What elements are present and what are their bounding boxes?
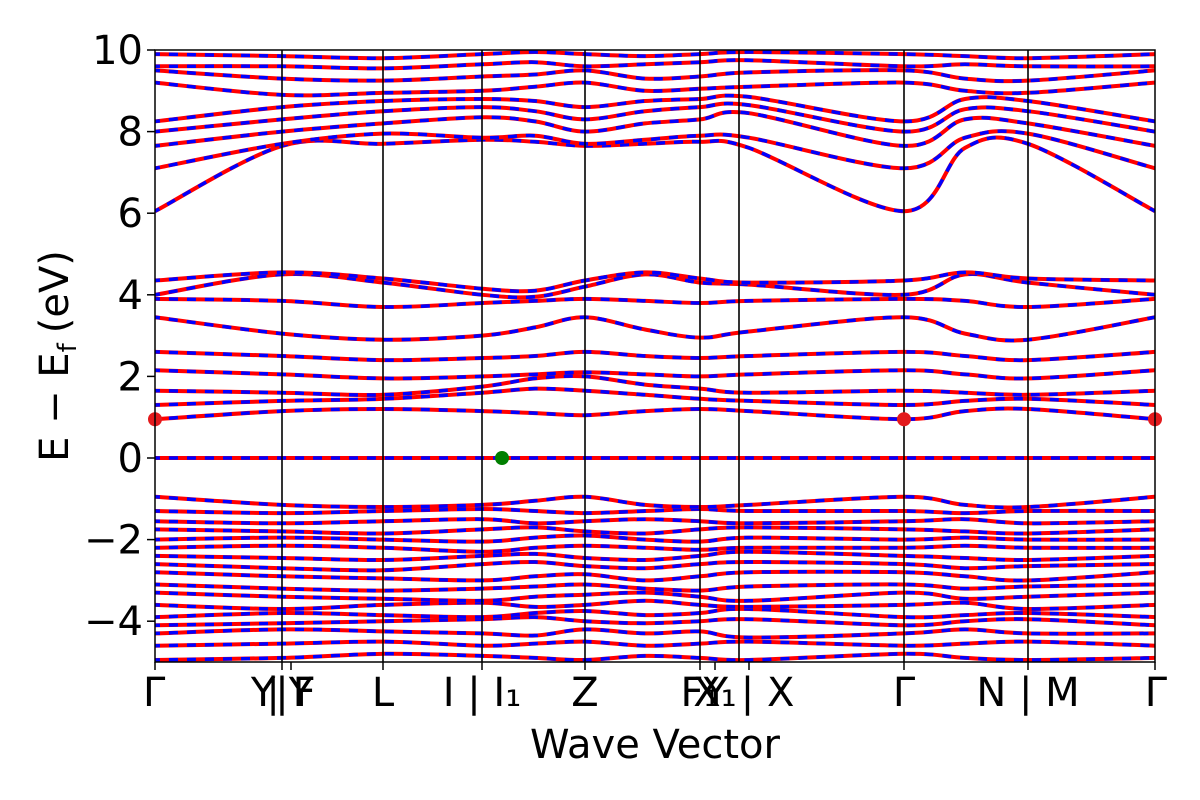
band-2-dashed	[155, 627, 1155, 640]
y-tick-label-1: −2	[84, 518, 143, 564]
band-31-line	[155, 93, 1155, 124]
band-20-dashed	[155, 374, 1155, 397]
bands-layer	[155, 50, 1155, 662]
band-33-dashed	[155, 68, 1155, 83]
x-tick-label-7: X₁	[693, 670, 736, 716]
band-23-line	[155, 315, 1155, 343]
band-15-dashed	[155, 507, 1155, 515]
band-29-dashed	[155, 110, 1155, 148]
y-axis-label-unit: (eV)	[32, 250, 78, 333]
x-tick-label-8: Y | X	[703, 670, 795, 716]
band-30-line	[155, 101, 1155, 134]
x-tick-label-6: F₁	[680, 670, 719, 716]
band-8-dashed	[155, 570, 1155, 583]
x-tick-label-2: | F	[266, 670, 315, 716]
x-tick-label-9: Γ	[893, 670, 916, 716]
band-18-dashed	[155, 406, 1155, 421]
y-tick-label-6: 8	[118, 110, 143, 156]
x-axis-label: Wave Vector	[530, 722, 781, 768]
band-34-dashed	[155, 58, 1155, 71]
plot-frame	[154, 49, 1156, 663]
band-4-dashed	[155, 607, 1155, 620]
band-9-dashed	[155, 560, 1155, 573]
band-28-dashed	[155, 129, 1155, 171]
band-7-dashed	[155, 582, 1155, 593]
y-axis-label-main: E − E	[32, 352, 78, 462]
high-symmetry-lines	[281, 50, 1029, 662]
band-26-line	[155, 270, 1155, 294]
y-tick-label-2: 0	[118, 436, 143, 482]
band-22-dashed	[155, 350, 1155, 362]
y-tick-label-0: −4	[84, 599, 143, 645]
marker-vbm-3	[495, 451, 509, 465]
x-tick-label-1: Y|Y	[250, 670, 314, 716]
band-12-dashed	[155, 533, 1155, 544]
band-24-dashed	[155, 297, 1155, 309]
band-3-dashed	[155, 615, 1155, 628]
marker-cbm-1	[897, 412, 911, 427]
band-32-dashed	[155, 80, 1155, 98]
x-tick-label-4: I | I₁	[443, 670, 522, 716]
band-14-dashed	[155, 517, 1155, 526]
band-21-dashed	[155, 368, 1155, 381]
band-19-dashed	[155, 386, 1155, 407]
y-tick-label-3: 2	[118, 354, 143, 400]
y-axis: −4 −2 0 2 4 6 8 10	[84, 28, 155, 645]
x-tick-label-10: N | M	[976, 670, 1079, 716]
band-16-dashed	[155, 494, 1155, 510]
y-axis-label-subscript: f	[53, 342, 83, 352]
band-11-dashed	[155, 543, 1155, 554]
x-tick-label-0: Γ	[143, 670, 166, 716]
x-tick-label-11: Γ	[1145, 670, 1168, 716]
band-5-dashed	[155, 599, 1155, 611]
y-tick-label-7: 10	[92, 28, 143, 74]
x-tick-label-5: Z	[571, 670, 598, 716]
band-10-dashed	[155, 550, 1155, 562]
x-tick-label-3: L	[372, 670, 395, 716]
y-tick-label-5: 6	[118, 191, 143, 237]
band-35-dashed	[155, 50, 1155, 60]
y-tick-label-4: 4	[118, 273, 143, 319]
band-1-dashed	[155, 639, 1155, 648]
band-0-dashed	[155, 652, 1155, 662]
band-13-dashed	[155, 525, 1155, 536]
band-27-dashed	[155, 135, 1155, 213]
y-axis-label: E − Ef (eV)	[32, 250, 83, 462]
band-6-dashed	[155, 590, 1155, 603]
